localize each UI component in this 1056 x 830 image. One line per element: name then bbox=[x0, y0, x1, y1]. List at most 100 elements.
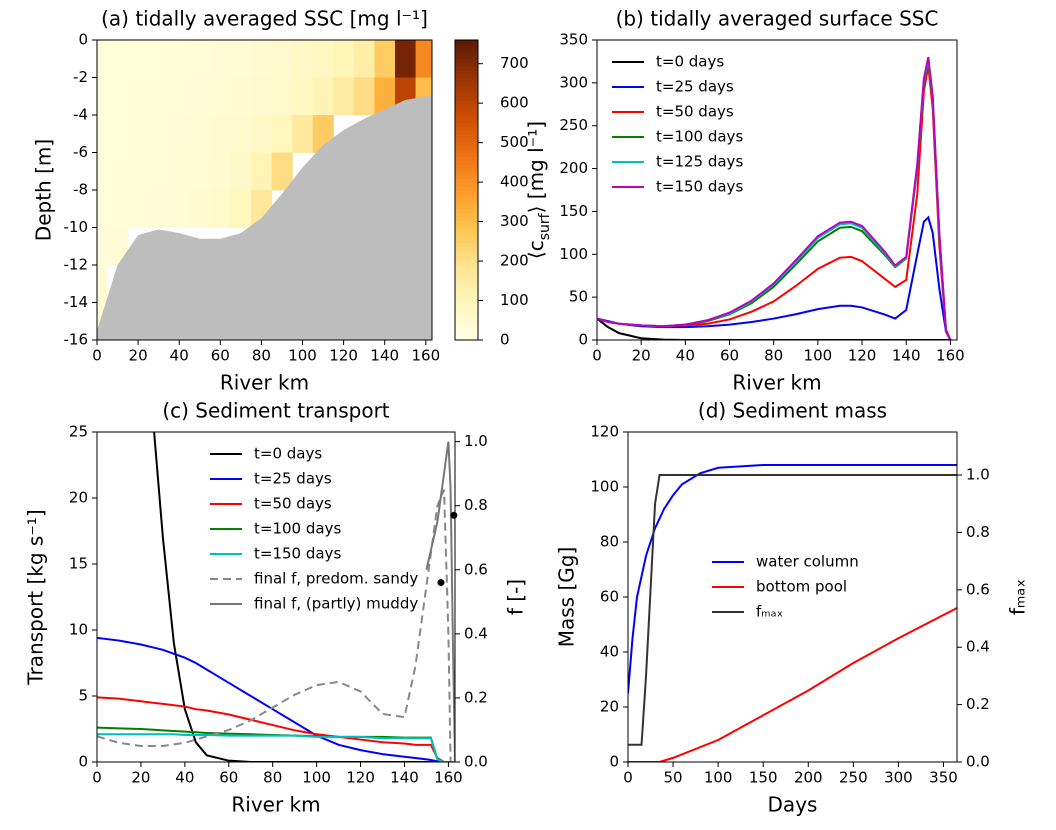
colorbar-slice bbox=[455, 73, 478, 79]
y-tick-label: 350 bbox=[559, 31, 588, 49]
colorbar-slice bbox=[455, 145, 478, 150]
x-tick-label: 200 bbox=[794, 769, 823, 787]
x-tick-label: 0 bbox=[92, 347, 102, 365]
colorbar-slice bbox=[455, 92, 478, 97]
heat-cell bbox=[251, 115, 273, 153]
heat-cell bbox=[148, 115, 170, 153]
heat-cell bbox=[210, 77, 232, 116]
heat-cell bbox=[374, 77, 396, 116]
colorbar-slice bbox=[455, 70, 478, 75]
x-tick-label: 150 bbox=[749, 769, 778, 787]
colorbar-tick-label: 700 bbox=[500, 54, 529, 72]
colorbar-slice bbox=[455, 118, 478, 124]
colorbar-slice bbox=[455, 186, 478, 191]
axes-frame bbox=[627, 431, 958, 763]
legend-label: fₘₐₓ bbox=[756, 603, 783, 621]
x-axis-label: River km bbox=[231, 793, 320, 817]
y2-tick-label: 1.0 bbox=[464, 432, 488, 450]
colorbar-slice bbox=[455, 107, 478, 112]
colorbar-slice bbox=[455, 66, 478, 71]
legend-label: t=0 days bbox=[656, 53, 724, 71]
heat-cell bbox=[107, 152, 129, 191]
y-axis-label: Transport [kg s⁻¹] bbox=[24, 509, 48, 685]
y-axis-label: Mass [Gg] bbox=[555, 547, 579, 648]
heat-cell bbox=[148, 40, 170, 78]
legend-label: bottom pool bbox=[756, 578, 847, 596]
colorbar-slice bbox=[455, 40, 478, 45]
series-line bbox=[597, 58, 952, 340]
colorbar-slice bbox=[455, 163, 478, 169]
heat-cell bbox=[415, 40, 432, 78]
axes-frame bbox=[596, 39, 958, 341]
series-line bbox=[597, 56, 952, 340]
colorbar-slice bbox=[455, 148, 478, 154]
y2-tick-label: 0.6 bbox=[966, 580, 990, 598]
x-tick-label: 0 bbox=[92, 769, 102, 787]
y-tick-label: 300 bbox=[559, 73, 588, 91]
y2-axis-label: f [-] bbox=[504, 579, 528, 615]
marker-dot bbox=[437, 579, 445, 587]
colorbar-slice bbox=[455, 223, 478, 229]
x-tick-label: 60 bbox=[219, 769, 238, 787]
heat-cell bbox=[127, 115, 149, 153]
colorbar-slice bbox=[455, 328, 478, 334]
plot-area bbox=[97, 432, 455, 762]
x-axis-label: River km bbox=[732, 371, 821, 395]
series-line bbox=[97, 636, 455, 762]
x-tick-label: 80 bbox=[263, 769, 282, 787]
x-tick-label: 120 bbox=[346, 769, 375, 787]
heat-cell bbox=[230, 77, 252, 116]
colorbar-slice bbox=[455, 208, 478, 214]
heat-cell bbox=[374, 40, 396, 78]
chart-title: (d) Sediment mass bbox=[698, 399, 887, 423]
heat-cell bbox=[148, 190, 170, 228]
heat-cell bbox=[353, 77, 375, 116]
y-tick-label: -10 bbox=[64, 218, 89, 236]
y-tick-label: 200 bbox=[559, 159, 588, 177]
colorbar-slice bbox=[455, 201, 478, 206]
colorbar-slice bbox=[455, 122, 478, 127]
legend-label: t=50 days bbox=[656, 103, 734, 121]
x-tick-label: 350 bbox=[929, 769, 958, 787]
colorbar-slice bbox=[455, 231, 478, 236]
colorbar-slice bbox=[455, 115, 478, 120]
y-tick-label: 120 bbox=[590, 423, 619, 441]
heat-cell bbox=[271, 40, 293, 78]
x-tick-label: 100 bbox=[804, 347, 833, 365]
colorbar-slice bbox=[455, 261, 478, 266]
chart-title: (b) tidally averaged surface SSC bbox=[616, 7, 939, 31]
colorbar-slice bbox=[455, 77, 478, 82]
heat-cell bbox=[97, 265, 108, 303]
river-bed bbox=[97, 96, 432, 340]
y-tick-label: 10 bbox=[69, 621, 88, 639]
y-axis-label: ⟨csurf⟩ [mg l⁻¹] bbox=[524, 121, 554, 259]
heat-cell bbox=[168, 40, 190, 78]
heat-cell bbox=[97, 152, 108, 191]
legend-label: final f, (partly) muddy bbox=[254, 595, 418, 613]
colorbar-slice bbox=[455, 152, 478, 157]
colorbar-slice bbox=[455, 283, 478, 289]
heat-cell bbox=[107, 227, 129, 266]
colorbar-slice bbox=[455, 190, 478, 195]
heat-cell bbox=[107, 77, 129, 116]
heat-cell bbox=[97, 115, 108, 153]
heat-cell bbox=[210, 190, 232, 228]
legend-label: t=25 days bbox=[656, 78, 734, 96]
colorbar-slice bbox=[455, 265, 478, 270]
y-tick-label: 250 bbox=[559, 116, 588, 134]
colorbar-slice bbox=[455, 205, 478, 210]
series-line bbox=[425, 441, 455, 762]
y2-axis-label: fₘₐₓ bbox=[1006, 579, 1030, 615]
colorbar-slice bbox=[455, 325, 478, 330]
x-axis-label: River km bbox=[220, 371, 309, 395]
x-tick-label: 140 bbox=[370, 347, 399, 365]
y2-tick-label: 0.6 bbox=[464, 560, 488, 578]
colorbar-slice bbox=[455, 306, 478, 311]
x-tick-label: 100 bbox=[704, 769, 733, 787]
heat-cell bbox=[189, 115, 211, 153]
x-tick-label: 250 bbox=[839, 769, 868, 787]
colorbar-slice bbox=[455, 253, 478, 259]
series-line bbox=[597, 215, 952, 340]
heat-cell bbox=[168, 190, 190, 228]
series-line bbox=[97, 489, 452, 762]
